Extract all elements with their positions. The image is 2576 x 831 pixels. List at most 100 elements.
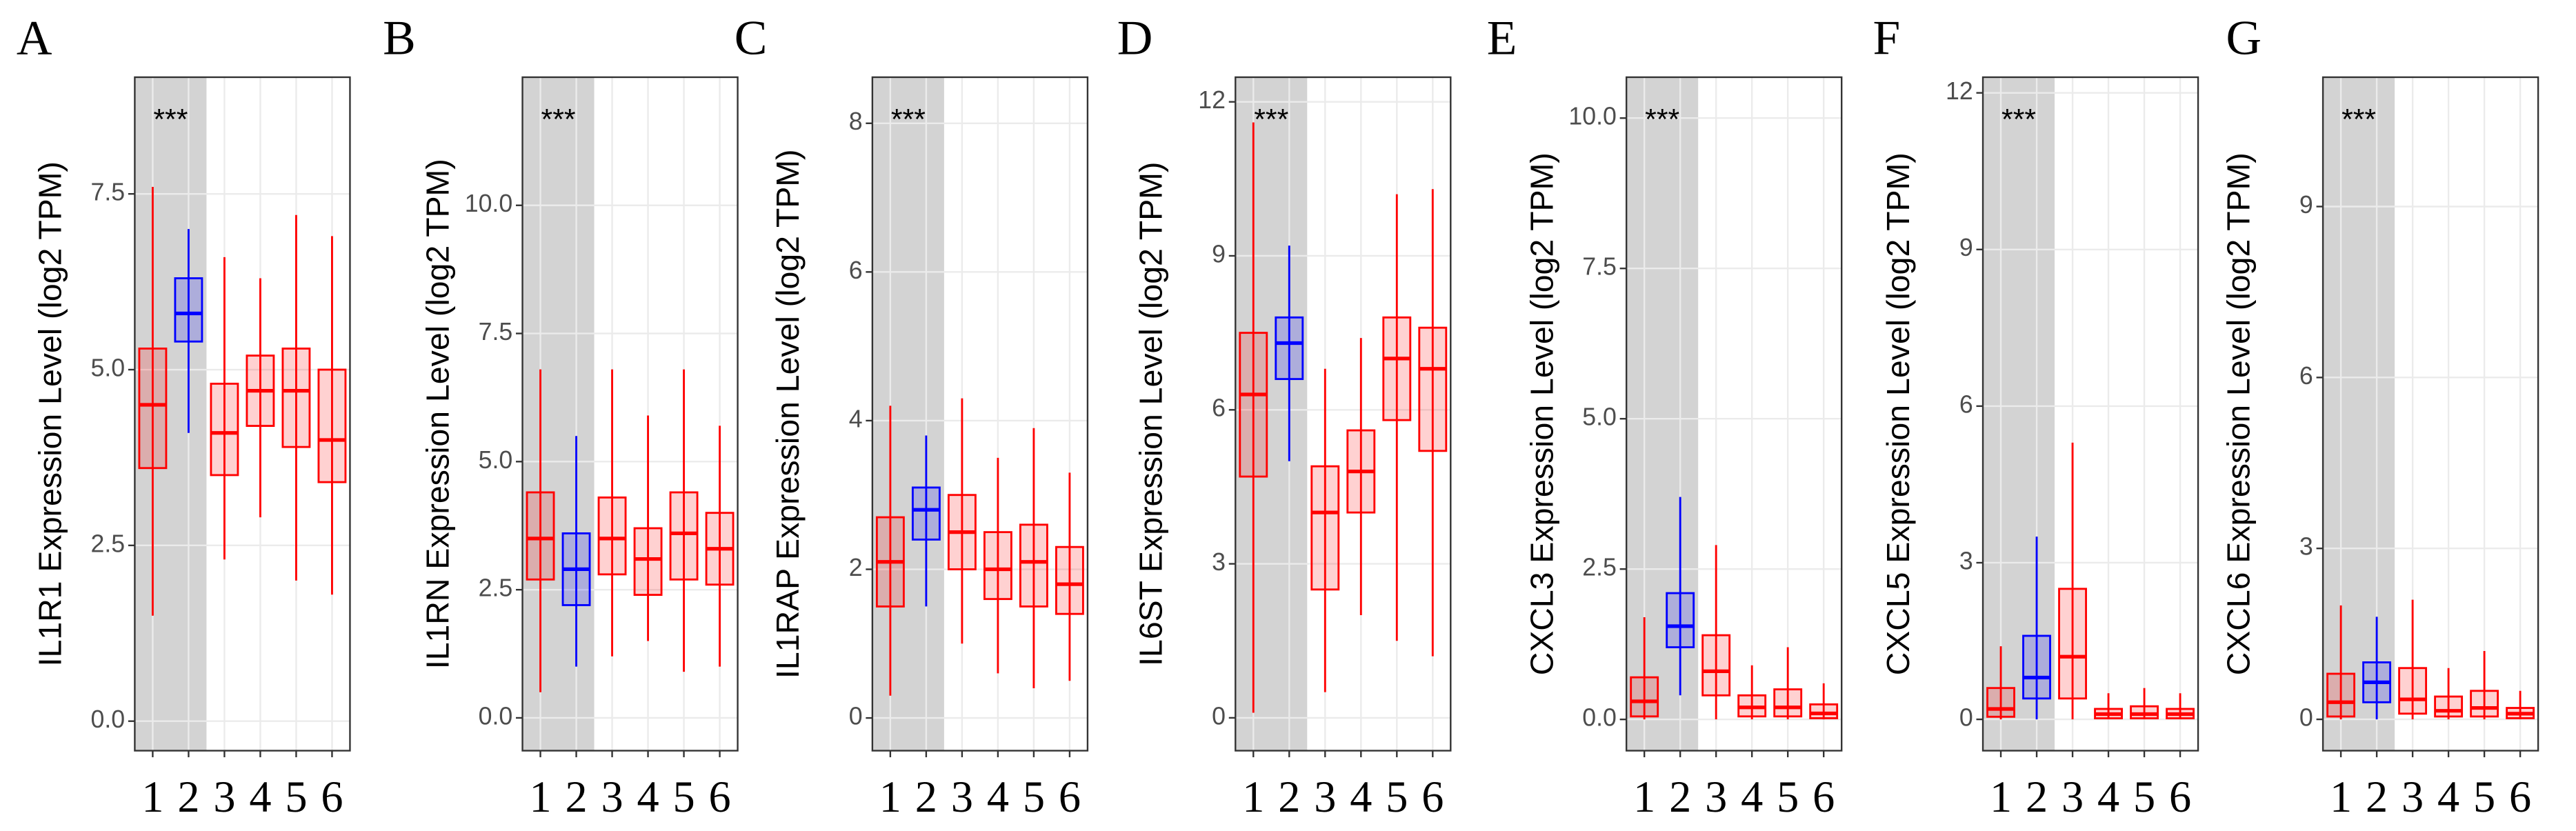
- y-tick-label: 5.0: [1582, 403, 1617, 431]
- y-tick-label: 3: [2299, 533, 2313, 561]
- shaded-region: [1626, 77, 1699, 751]
- box: [1310, 465, 1340, 591]
- box: [174, 277, 203, 343]
- x-tick-label: 6: [1059, 772, 1081, 821]
- x-tick-label: 1: [1242, 772, 1264, 821]
- y-tick-label: 7.5: [90, 179, 125, 206]
- x-tick-label: 3: [1314, 772, 1336, 821]
- box: [1418, 326, 1448, 452]
- panel: 0.0 2.5 5.0 7.5 10.0 1 2 3 4 5 6 *** B IL1RN Expressi…: [383, 10, 739, 821]
- x-tick-label: 2: [2026, 772, 2048, 821]
- panel-letter: B: [383, 10, 416, 65]
- plot-border: [871, 76, 1089, 752]
- y-tick-label: 4: [849, 405, 863, 432]
- y-axis-label: IL6ST Expression Level (log2 TPM): [1132, 162, 1168, 666]
- y-tick-label: 6: [1212, 394, 1226, 422]
- y-tick-label: 7.5: [479, 318, 513, 346]
- x-tick-label: 1: [2330, 772, 2352, 821]
- x-tick-label: 6: [1421, 772, 1444, 821]
- box: [210, 382, 239, 477]
- panel-letter: E: [1487, 10, 1517, 65]
- box: [597, 496, 627, 576]
- y-tick-label: 10.0: [465, 190, 513, 217]
- y-tick-label: 7.5: [1582, 253, 1617, 281]
- box: [1275, 316, 1304, 381]
- shaded-region: [522, 77, 595, 751]
- plot-border: [2322, 76, 2539, 752]
- y-axis-label: IL1RN Expression Level (log2 TPM): [420, 159, 456, 669]
- box: [2470, 690, 2499, 718]
- panel: 0.0 2.5 5.0 7.5 1 2 3 4 5 6 *** A IL1R1 Expression L…: [17, 10, 351, 821]
- y-tick-label: 5.0: [90, 354, 125, 381]
- y-tick-label: 3: [1212, 548, 1226, 576]
- y-axis-label: IL1R1 Expression Level (log2 TPM): [32, 161, 68, 666]
- y-axis-label: CXCL3 Expression Level (log2 TPM): [1524, 152, 1559, 675]
- x-tick-label: 4: [987, 772, 1009, 821]
- box: [1809, 703, 1839, 719]
- x-tick-label: 3: [213, 772, 235, 821]
- panel-letter: C: [735, 10, 768, 65]
- box: [2398, 667, 2428, 715]
- y-tick-label: 0.0: [90, 705, 125, 733]
- x-tick-label: 4: [2437, 772, 2459, 821]
- box: [1986, 687, 2015, 718]
- x-tick-label: 5: [285, 772, 307, 821]
- x-tick-label: 6: [2509, 772, 2531, 821]
- shaded-region: [2323, 77, 2395, 751]
- y-tick-label: 9: [1212, 240, 1226, 268]
- x-tick-label: 3: [2402, 772, 2424, 821]
- box: [1773, 688, 1803, 718]
- box: [2434, 695, 2464, 718]
- x-tick-label: 4: [1350, 772, 1372, 821]
- plot-border: [1981, 76, 2199, 752]
- x-tick-label: 6: [1813, 772, 1835, 821]
- x-tick-label: 5: [672, 772, 695, 821]
- box: [2058, 588, 2087, 700]
- y-tick-label: 0.0: [479, 702, 513, 730]
- panel-letter: A: [17, 10, 52, 65]
- x-tick-label: 3: [951, 772, 973, 821]
- box: [2130, 705, 2159, 720]
- box: [317, 368, 347, 483]
- plot-border: [134, 76, 351, 752]
- box: [138, 348, 168, 470]
- box: [1630, 676, 1659, 718]
- box: [669, 491, 699, 581]
- x-tick-label: 5: [2133, 772, 2155, 821]
- x-tick-label: 6: [321, 772, 343, 821]
- y-tick-label: 8: [849, 108, 863, 135]
- annotation: ***: [891, 103, 926, 137]
- y-tick-label: 2.5: [479, 574, 513, 602]
- y-axis-label: CXCL5 Expression Level (log2 TPM): [1880, 152, 1916, 675]
- shaded-region: [872, 77, 944, 751]
- y-tick-label: 12: [1946, 77, 1973, 105]
- annotation: ***: [1645, 103, 1679, 137]
- box: [1666, 592, 1695, 648]
- y-tick-label: 6: [1959, 390, 1973, 418]
- x-tick-label: 1: [1633, 772, 1655, 821]
- y-tick-label: 2: [849, 554, 863, 581]
- plot-border: [521, 76, 739, 752]
- box: [1055, 545, 1084, 615]
- y-tick-label: 3: [1959, 547, 1973, 574]
- x-tick-label: 2: [1278, 772, 1300, 821]
- x-tick-label: 2: [915, 772, 937, 821]
- x-tick-label: 2: [1669, 772, 1691, 821]
- y-tick-label: 0: [1959, 704, 1973, 732]
- shaded-region: [134, 77, 207, 751]
- x-tick-label: 4: [2097, 772, 2119, 821]
- panel: 0.0 2.5 5.0 7.5 10.0 1 2 3 4 5 6 *** E CXCL3 Expressi…: [1487, 10, 1843, 821]
- x-tick-label: 5: [1386, 772, 1408, 821]
- shaded-region: [1983, 77, 2055, 751]
- annotation: ***: [2342, 103, 2376, 137]
- x-tick-label: 5: [2473, 772, 2495, 821]
- y-tick-label: 9: [1959, 234, 1973, 261]
- x-tick-label: 4: [637, 772, 659, 821]
- annotation: ***: [2001, 103, 2036, 137]
- x-tick-label: 2: [565, 772, 587, 821]
- box: [983, 531, 1012, 601]
